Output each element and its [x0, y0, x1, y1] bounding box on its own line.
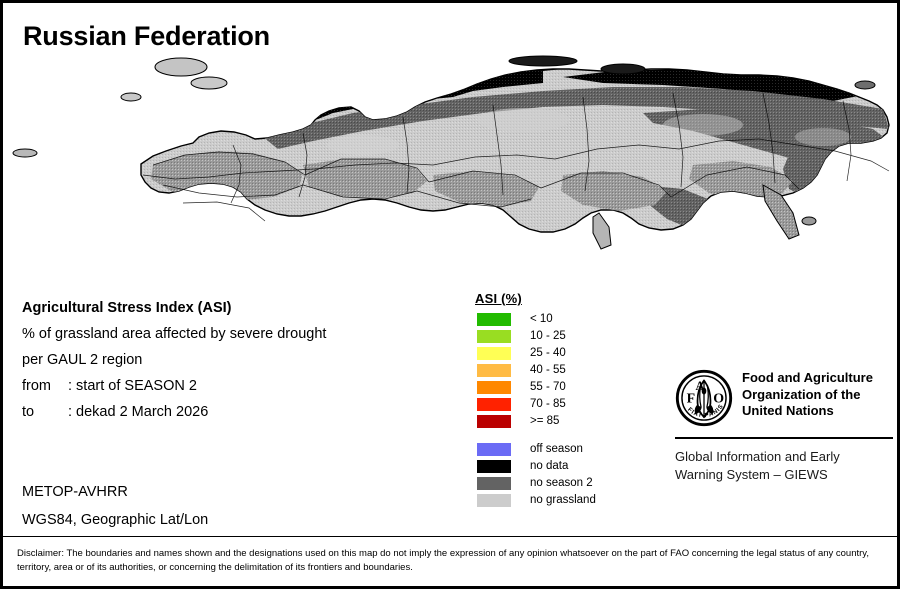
legend-swatch — [477, 398, 511, 411]
info-to-row: to : dekad 2 March 2026 — [22, 399, 452, 425]
sensor-label: METOP-AVHRR — [22, 484, 128, 500]
legend-row-special: off season — [473, 441, 653, 458]
fao-logo-row: F A O FIAT PANIS Food and Agriculture Or… — [675, 369, 893, 427]
legend-label: off season — [530, 443, 583, 455]
legend-swatch — [477, 477, 511, 490]
legend-label: >= 85 — [530, 415, 560, 427]
legend-label: 40 - 55 — [530, 364, 566, 376]
legend-row: < 10 — [473, 311, 653, 328]
fao-org-line-1: Food and Agriculture — [742, 370, 873, 385]
fao-org-line-2: Organization of the — [742, 386, 861, 402]
info-from-value: : start of SEASON 2 — [68, 378, 197, 394]
legend-swatch — [477, 415, 511, 428]
fao-organization-name: Food and Agriculture Organization of the… — [742, 369, 873, 420]
projection-label: WGS84, Geographic Lat/Lon — [22, 512, 209, 528]
legend-swatch — [477, 381, 511, 394]
legend-row: 55 - 70 — [473, 379, 653, 396]
giews-system-name: Global Information and Early Warning Sys… — [675, 448, 893, 484]
legend-label: 10 - 25 — [530, 330, 566, 342]
legend-label: no grassland — [530, 494, 596, 506]
legend-label: 70 - 85 — [530, 398, 566, 410]
legend-swatch — [477, 347, 511, 360]
fao-divider — [675, 437, 893, 439]
giews-line-2: Warning System – GIEWS — [675, 467, 828, 482]
legend-row: >= 85 — [473, 413, 653, 430]
info-to-label: to — [22, 404, 35, 420]
map-graphic — [3, 25, 897, 275]
disclaimer-text: Disclaimer: The boundaries and names sho… — [17, 548, 869, 573]
legend: ASI (%) < 10 10 - 25 25 - 40 40 - 55 55 … — [473, 291, 653, 509]
legend-label: no season 2 — [530, 477, 593, 489]
svg-text:A: A — [696, 379, 705, 393]
legend-title: ASI (%) — [475, 291, 522, 306]
legend-label: 25 - 40 — [530, 347, 566, 359]
source-block: METOP-AVHRR WGS84, Geographic Lat/Lon — [22, 478, 208, 534]
legend-label: 55 - 70 — [530, 381, 566, 393]
disclaimer-divider — [3, 536, 897, 537]
legend-swatch — [477, 330, 511, 343]
legend-row: 70 - 85 — [473, 396, 653, 413]
fao-branding: F A O FIAT PANIS Food and Agriculture Or… — [675, 369, 893, 484]
info-to-value: : dekad 2 March 2026 — [68, 404, 209, 420]
svg-text:O: O — [713, 392, 724, 407]
legend-swatch — [477, 443, 511, 456]
info-block: Agricultural Stress Index (ASI) % of gra… — [22, 295, 452, 425]
legend-label: < 10 — [530, 313, 553, 325]
legend-label: no data — [530, 460, 569, 472]
legend-swatch — [477, 494, 511, 507]
legend-row-special: no season 2 — [473, 475, 653, 492]
info-description-line-2: per GAUL 2 region — [22, 352, 143, 368]
info-heading: Agricultural Stress Index (ASI) — [22, 300, 232, 316]
map-islands — [12, 55, 876, 250]
legend-row: 40 - 55 — [473, 362, 653, 379]
legend-row: 10 - 25 — [473, 328, 653, 345]
legend-row: 25 - 40 — [473, 345, 653, 362]
svg-text:F: F — [687, 392, 696, 407]
info-from-row: from : start of SEASON 2 — [22, 373, 452, 399]
legend-swatch — [477, 364, 511, 377]
map-class-no-season-2 — [263, 87, 889, 149]
fao-emblem-icon: F A O FIAT PANIS — [675, 369, 733, 427]
legend-swatch — [477, 460, 511, 473]
info-description-line-1: % of grassland area affected by severe d… — [22, 326, 327, 342]
page-title: Russian Federation — [23, 21, 270, 51]
map-admin-boundaries — [142, 92, 890, 222]
giews-line-1: Global Information and Early — [675, 449, 840, 464]
legend-divider-gap — [473, 430, 653, 441]
fao-org-line-3: United Nations — [742, 403, 834, 418]
legend-row-special: no data — [473, 458, 653, 475]
legend-row-special: no grassland — [473, 492, 653, 509]
info-from-label: from — [22, 378, 51, 394]
legend-swatch — [477, 313, 511, 326]
